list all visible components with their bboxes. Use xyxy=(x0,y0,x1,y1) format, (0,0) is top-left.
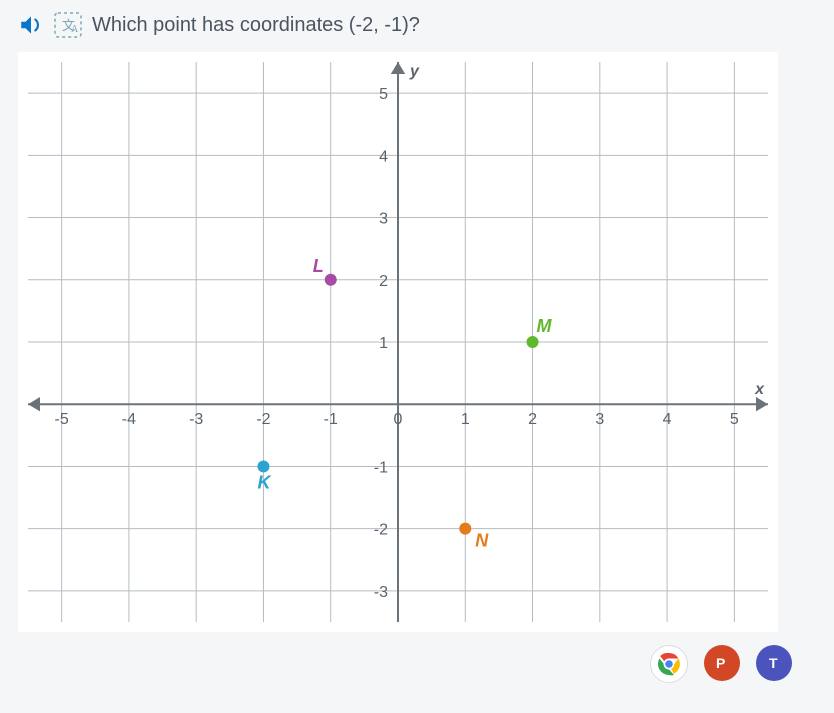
point-l[interactable] xyxy=(325,274,337,286)
y-tick-label: 1 xyxy=(379,335,388,352)
x-tick-label: 0 xyxy=(394,411,403,428)
svg-text:A: A xyxy=(71,24,79,35)
y-tick-label: -2 xyxy=(374,522,388,539)
point-label-k: K xyxy=(257,472,272,492)
svg-text:T: T xyxy=(769,655,778,671)
y-tick-label: 4 xyxy=(379,148,388,165)
x-tick-label: -4 xyxy=(122,411,136,428)
point-label-m: M xyxy=(537,316,553,336)
x-tick-label: 4 xyxy=(663,411,672,428)
x-tick-label: -5 xyxy=(55,411,69,428)
point-label-n: N xyxy=(475,531,489,551)
coordinate-chart: -5 -4 -3 -2 -1 0 1 2 3 4 5 -3 -2 -1 1 2 3 4 5 y x L M K N xyxy=(18,52,778,632)
question-text: Which point has coordinates (-2, -1)? xyxy=(92,14,420,37)
y-tick-label: -3 xyxy=(374,584,388,601)
x-tick-label: 3 xyxy=(595,411,604,428)
question-row: 文 A Which point has coordinates (-2, -1)… xyxy=(18,12,816,38)
x-tick-label: -1 xyxy=(324,411,338,428)
chrome-icon[interactable] xyxy=(650,645,688,683)
y-tick-label: -1 xyxy=(374,459,388,476)
y-axis-label: y xyxy=(409,63,420,80)
y-tick-label: 3 xyxy=(379,211,388,228)
translate-icon[interactable]: 文 A xyxy=(54,12,82,38)
x-tick-label: 2 xyxy=(528,411,537,428)
x-tick-label: -2 xyxy=(256,411,270,428)
teams-icon[interactable]: T xyxy=(756,645,792,681)
point-m[interactable] xyxy=(527,336,539,348)
svg-text:P: P xyxy=(716,655,725,671)
x-tick-label: 1 xyxy=(461,411,470,428)
y-tick-label: 2 xyxy=(379,273,388,290)
x-tick-label: 5 xyxy=(730,411,739,428)
y-tick-label: 5 xyxy=(379,86,388,103)
powerpoint-icon[interactable]: P xyxy=(704,645,740,681)
point-label-l: L xyxy=(313,256,324,276)
taskbar-icons: P T xyxy=(18,637,816,683)
x-tick-label: -3 xyxy=(189,411,203,428)
point-k[interactable] xyxy=(257,460,269,472)
speaker-icon[interactable] xyxy=(18,12,44,38)
point-n[interactable] xyxy=(459,523,471,535)
x-axis-label: x xyxy=(754,381,765,398)
